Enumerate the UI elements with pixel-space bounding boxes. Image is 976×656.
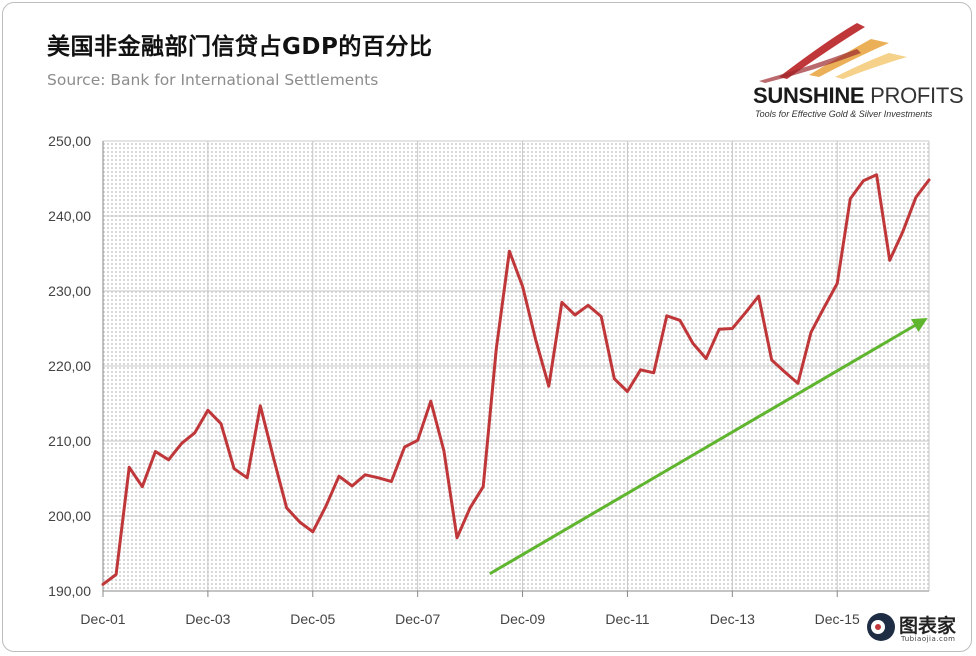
x-tick-label: Dec-07 <box>395 611 440 627</box>
y-tick-label: 240,00 <box>48 208 91 224</box>
logo-name-bold: SUNSHINE <box>753 83 865 108</box>
watermark-text: 图表家 <box>899 615 957 637</box>
y-tick-label: 250,00 <box>48 133 91 149</box>
x-tick-label: Dec-11 <box>605 611 649 627</box>
x-tick-label: Dec-05 <box>290 611 335 627</box>
chart-title: 美国非金融部门信贷占GDP的百分比 <box>47 34 433 60</box>
sunshine-profits-logo: SUNSHINE PROFITS Tools for Effective Gol… <box>739 17 964 129</box>
trend-arrow <box>489 317 928 576</box>
watermark-head-icon <box>867 613 895 641</box>
logo-name-thin: PROFITS <box>864 83 964 108</box>
y-axis-labels: 190,00 200,00 210,00 220,00 230,00 240,00 250,… <box>48 133 91 599</box>
line-chart: 190,00 200,00 210,00 220,00 230,00 240,00 250,… <box>48 133 931 627</box>
trend-arrow-group <box>489 317 928 576</box>
watermark-logo: 图表家 Tubiaojia.com <box>865 607 971 651</box>
logo-wordmark: SUNSHINE PROFITS <box>753 83 964 109</box>
axes <box>102 141 929 597</box>
x-tick-label: Dec-01 <box>80 611 125 627</box>
x-tick-label: Dec-09 <box>500 611 545 627</box>
x-tick-label: Dec-13 <box>710 611 755 627</box>
x-tick-label: Dec-03 <box>185 611 230 627</box>
chart-source: Source: Bank for International Settlemen… <box>47 71 379 89</box>
series-group <box>101 173 931 586</box>
y-tick-label: 230,00 <box>48 283 91 299</box>
x-axis-labels: Dec-01 Dec-03 Dec-05 Dec-07 Dec-09 Dec-11 Dec-… <box>80 611 860 627</box>
y-tick-label: 190,00 <box>48 583 91 599</box>
y-tick-label: 200,00 <box>48 508 91 524</box>
y-tick-label: 220,00 <box>48 358 91 374</box>
x-tick-label: Dec-15 <box>815 611 860 627</box>
logo-tagline: Tools for Effective Gold & Silver Invest… <box>755 109 933 119</box>
logo-swoosh-icon <box>759 23 907 83</box>
series-line <box>101 173 931 586</box>
watermark-subtext: Tubiaojia.com <box>901 635 956 643</box>
y-tick-label: 210,00 <box>48 433 91 449</box>
